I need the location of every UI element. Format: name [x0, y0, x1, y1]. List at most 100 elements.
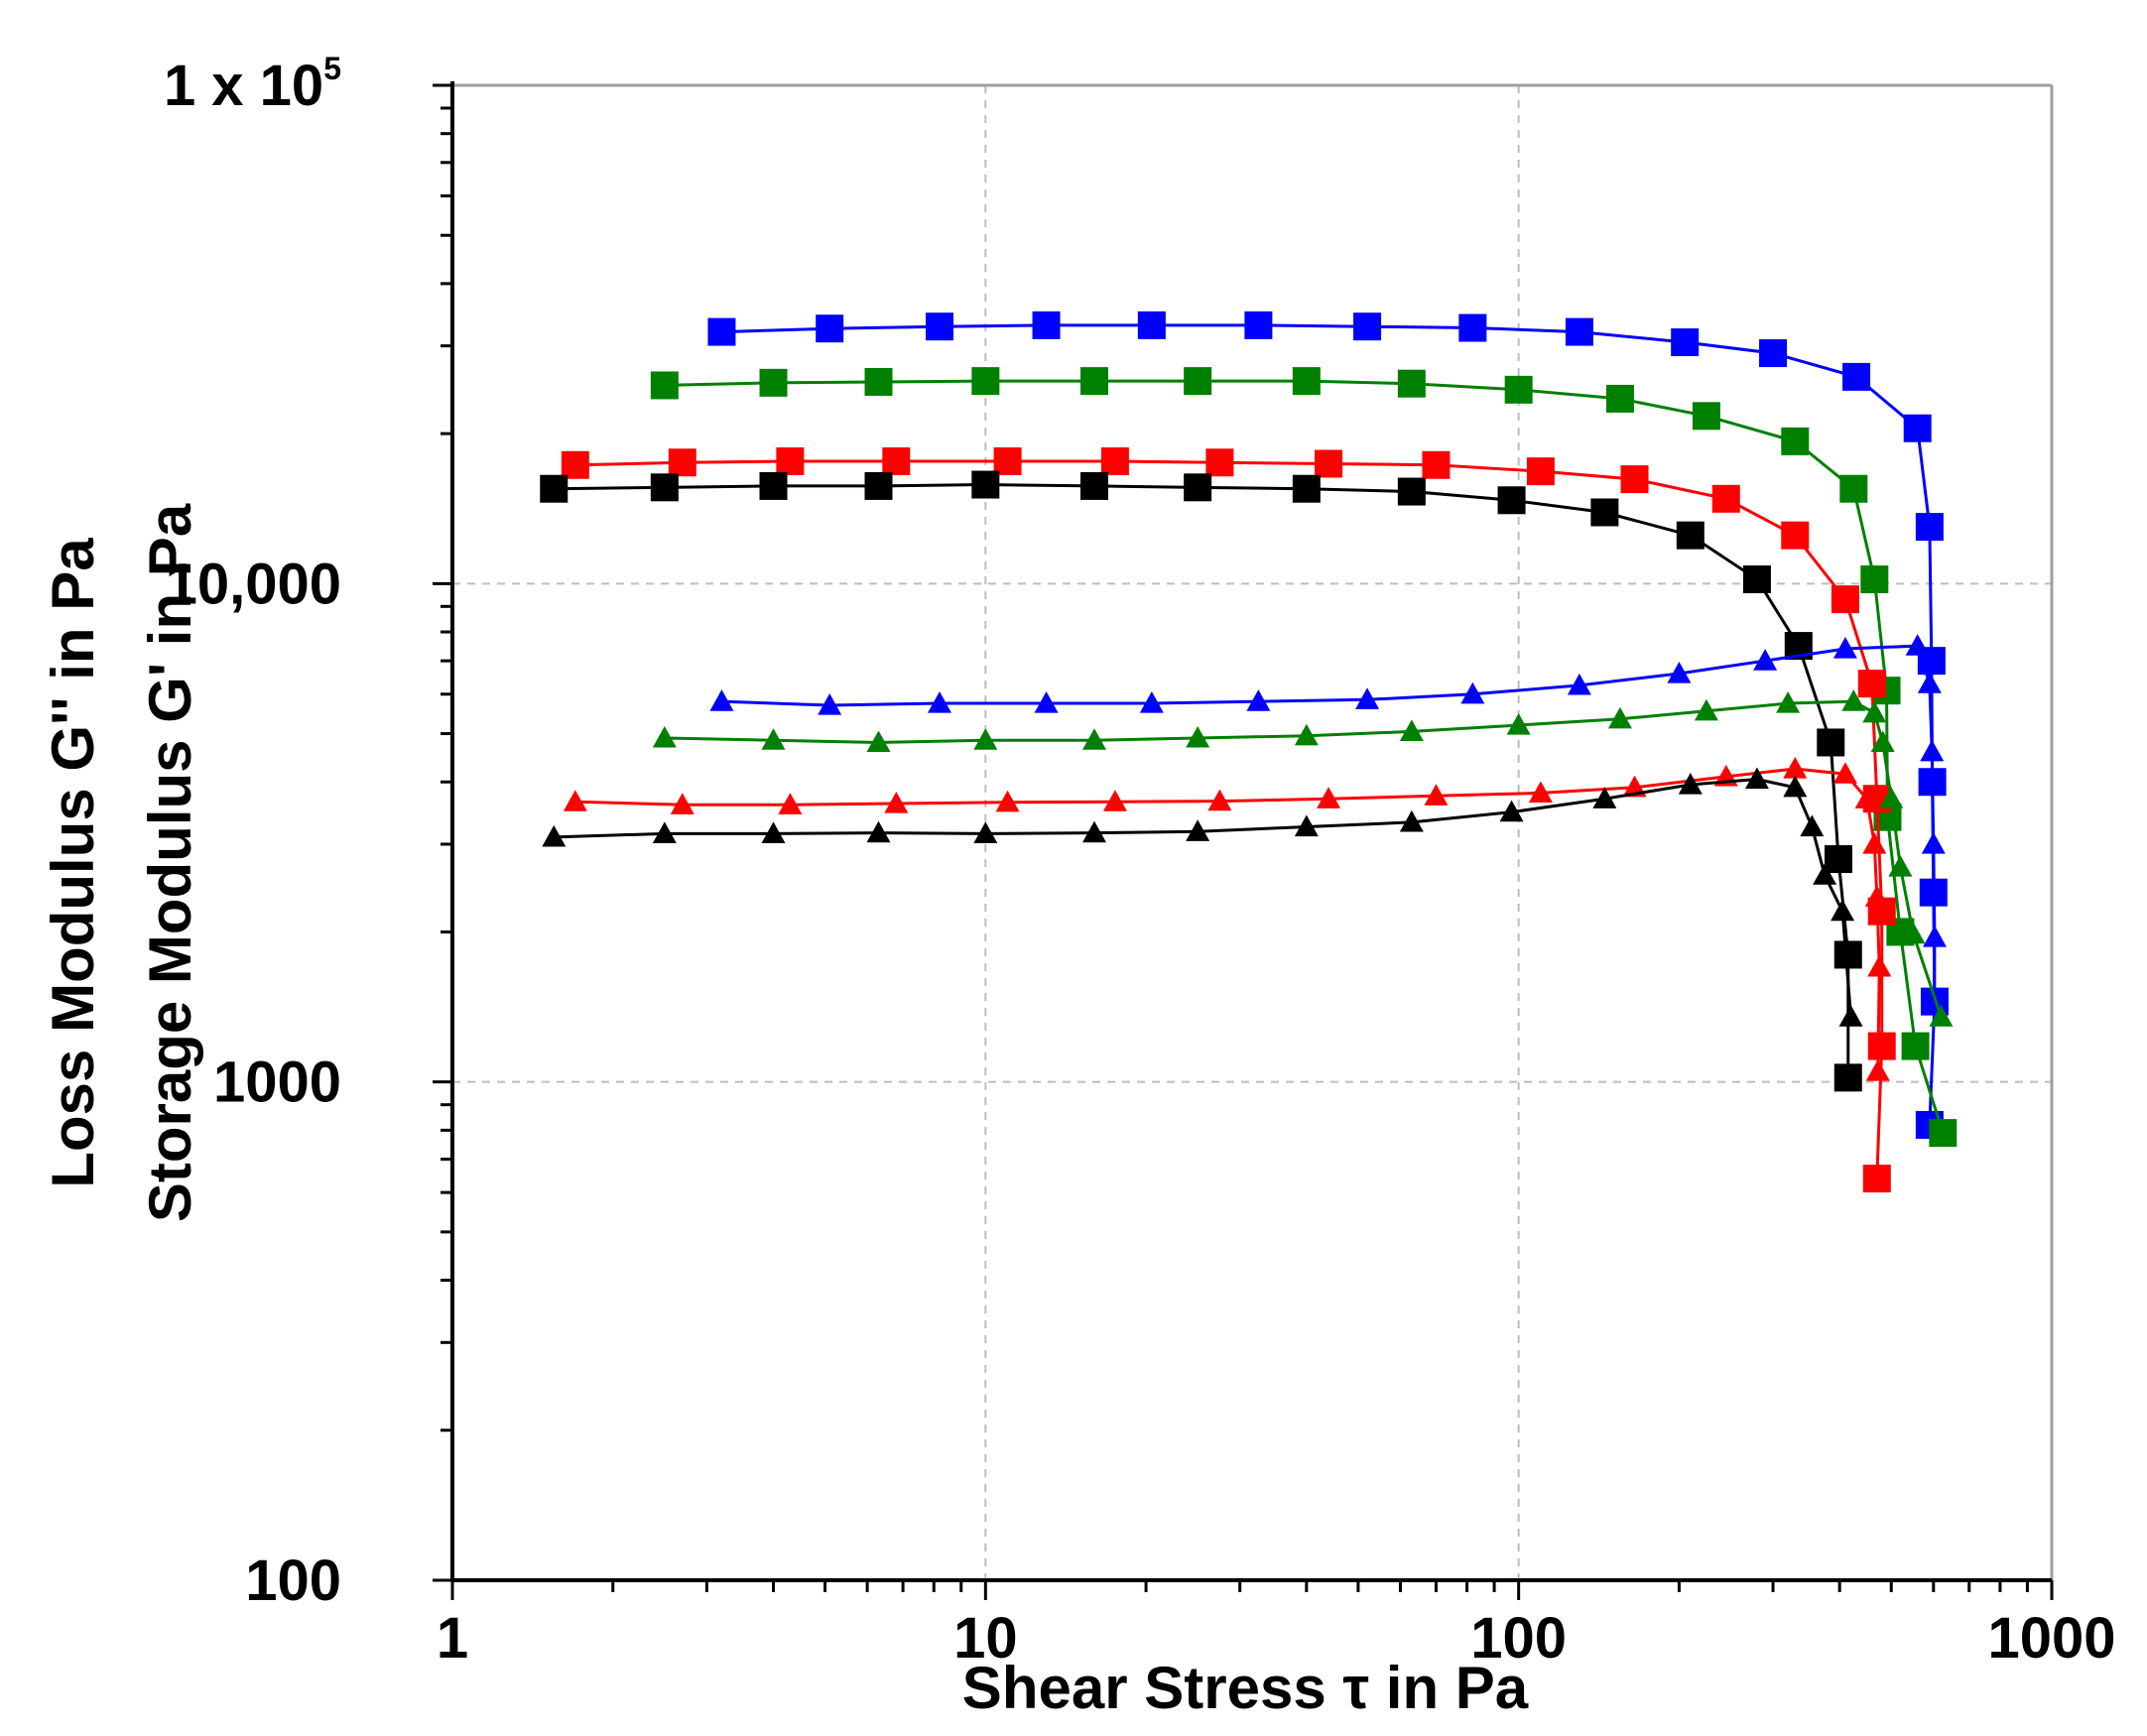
data-point-triangle	[1424, 784, 1449, 806]
data-point-square	[1353, 312, 1382, 341]
data-point-square	[1032, 310, 1061, 339]
series-storage-modulus	[650, 367, 1958, 1148]
series-storage-modulus	[540, 470, 1862, 1092]
data-point-triangle	[652, 725, 677, 748]
series-layer	[540, 310, 1958, 1193]
data-point-square	[1903, 414, 1932, 442]
y-tick-label: 100	[245, 1549, 341, 1613]
data-point-square	[1759, 339, 1788, 368]
data-point-triangle	[1355, 687, 1380, 709]
data-point-square	[650, 473, 679, 502]
series-loss-modulus	[709, 634, 1947, 1012]
data-point-square	[759, 368, 788, 397]
data-point-triangle	[884, 792, 909, 813]
data-point-square	[1676, 521, 1705, 550]
data-point-square	[1860, 565, 1889, 594]
data-point-triangle	[866, 730, 891, 753]
series-storage-modulus	[561, 447, 1896, 1193]
data-point-triangle	[1102, 790, 1127, 811]
series-line	[574, 767, 1881, 1072]
axes	[433, 81, 2054, 1600]
data-point-triangle	[1744, 767, 1769, 790]
data-point-square	[1605, 384, 1634, 413]
data-point-triangle	[1592, 787, 1617, 808]
data-point-square	[1825, 845, 1853, 874]
data-point-triangle	[1694, 698, 1718, 721]
y-tick-label: 1000	[213, 1051, 341, 1115]
data-point-square	[1137, 310, 1166, 339]
series-storage-modulus	[707, 310, 1949, 1139]
data-point-triangle	[1929, 1005, 1954, 1027]
data-point-square	[816, 314, 844, 343]
data-point-square	[707, 317, 736, 346]
data-point-triangle	[1294, 814, 1319, 837]
data-point-square	[1781, 521, 1810, 550]
data-point-triangle	[1920, 739, 1945, 762]
data-point-square	[1692, 402, 1720, 431]
data-point-square	[1857, 670, 1886, 698]
data-point-triangle	[1905, 634, 1930, 656]
data-point-triangle	[1499, 800, 1524, 822]
series-line	[554, 483, 1850, 1078]
data-point-square	[1590, 498, 1619, 527]
data-point-square	[1839, 474, 1868, 503]
data-point-triangle	[1841, 689, 1866, 711]
data-point-triangle	[1800, 814, 1825, 837]
series-line	[664, 699, 1943, 1018]
series-line	[574, 459, 1884, 1179]
data-point-square	[971, 470, 1000, 499]
data-point-square	[926, 312, 954, 341]
data-point-square	[1620, 465, 1649, 494]
data-point-triangle	[670, 793, 695, 814]
x-tick-label: 100	[1470, 1606, 1567, 1671]
series-line	[721, 323, 1937, 1126]
data-point-triangle	[1864, 885, 1889, 907]
data-point-triangle	[1862, 831, 1887, 854]
x-tick-label: 1000	[1987, 1606, 2115, 1671]
data-point-triangle	[1879, 787, 1904, 808]
x-axis-title: Shear Stress τ in Pa	[962, 1655, 1529, 1721]
data-point-square	[1526, 457, 1555, 486]
data-point-square	[864, 471, 893, 500]
data-point-square	[1711, 484, 1740, 513]
data-point-triangle	[761, 821, 786, 843]
data-point-triangle	[542, 824, 567, 847]
data-point-triangle	[1246, 689, 1271, 711]
data-point-triangle	[778, 793, 803, 814]
data-point-triangle	[818, 692, 842, 715]
data-point-square	[1867, 1032, 1896, 1060]
series-loss-modulus	[652, 689, 1954, 1027]
data-point-square	[561, 450, 589, 479]
data-point-square	[668, 448, 696, 477]
data-point-square	[1292, 367, 1321, 396]
data-point-triangle	[1460, 682, 1485, 704]
x-tick-label: 1	[437, 1606, 468, 1671]
data-point-triangle	[1783, 757, 1808, 779]
data-point-triangle	[1317, 787, 1341, 808]
data-point-triangle	[1667, 661, 1692, 683]
data-point-triangle	[1186, 725, 1210, 748]
data-point-square	[1080, 367, 1109, 396]
data-point-triangle	[1783, 775, 1808, 798]
data-point-triangle	[1917, 672, 1942, 693]
data-point-square	[1422, 450, 1451, 479]
data-point-triangle	[563, 790, 587, 811]
data-point-triangle	[709, 689, 734, 711]
data-point-triangle	[1838, 1005, 1863, 1027]
data-point-triangle	[1139, 691, 1164, 713]
data-point-triangle	[1922, 925, 1947, 947]
data-point-square	[882, 447, 911, 476]
tick-labels: 1 10 100 1000 100 1000 10,000 1 x 105	[164, 51, 2116, 1671]
data-point-square	[1497, 486, 1526, 515]
data-point-triangle	[1888, 854, 1913, 877]
data-point-triangle	[1528, 781, 1553, 804]
data-point-triangle	[761, 728, 786, 750]
data-point-triangle	[1186, 819, 1210, 841]
data-point-square	[1671, 328, 1700, 357]
data-point-triangle	[928, 691, 952, 713]
data-point-square	[1929, 1119, 1958, 1148]
data-point-triangle	[1753, 649, 1778, 671]
data-point-square	[1458, 313, 1487, 342]
data-point-square	[650, 371, 679, 400]
